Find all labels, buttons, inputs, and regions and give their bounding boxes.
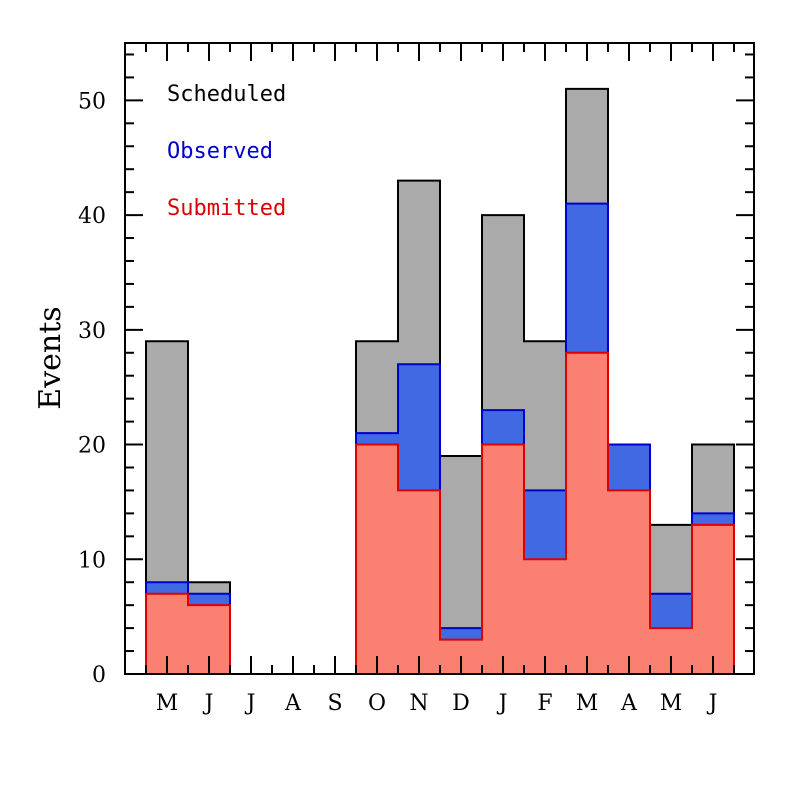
x-tick-label: N — [409, 691, 428, 716]
x-tick-label: M — [660, 691, 683, 716]
y-tick-label: 40 — [78, 204, 106, 229]
x-tick-label: J — [203, 691, 214, 716]
outline-submitted — [145, 351, 735, 675]
x-tick-label: S — [327, 691, 342, 716]
series-layer — [145, 87, 735, 675]
legend: Scheduled Observed Submitted — [167, 82, 286, 221]
y-tick-label: 50 — [78, 89, 106, 114]
bar-submitted — [482, 444, 524, 674]
bar-submitted — [608, 490, 650, 674]
x-tick-label: J — [707, 691, 718, 716]
bar-submitted — [524, 559, 566, 674]
x-tick-label: D — [452, 691, 470, 716]
bar-submitted — [692, 524, 734, 674]
y-tick-labels: 0 10 20 30 40 50 — [78, 89, 106, 688]
x-tick-label: J — [245, 691, 256, 716]
x-tick-label: M — [576, 691, 599, 716]
y-tick-label: 20 — [78, 434, 106, 459]
legend-entry-submitted: Submitted — [167, 196, 286, 221]
bar-submitted — [356, 444, 398, 674]
x-tick-label: F — [537, 691, 552, 716]
y-tick-label: 0 — [92, 663, 106, 688]
y-tick-label: 30 — [78, 319, 106, 344]
plot-frame — [124, 42, 755, 675]
legend-entry-observed: Observed — [167, 139, 273, 164]
x-tick-label: A — [620, 691, 638, 716]
bar-submitted — [398, 490, 440, 674]
series-submitted — [145, 351, 735, 675]
ticks-layer — [125, 43, 754, 674]
x-tick-label: J — [497, 691, 508, 716]
x-tick-label: A — [284, 691, 302, 716]
y-tick-label: 10 — [78, 548, 106, 573]
x-tick-label: O — [368, 691, 386, 716]
x-tick-label: M — [156, 691, 179, 716]
y-axis-label: Events — [33, 306, 68, 409]
legend-entry-scheduled: Scheduled — [167, 82, 286, 107]
bar-submitted — [566, 352, 608, 674]
